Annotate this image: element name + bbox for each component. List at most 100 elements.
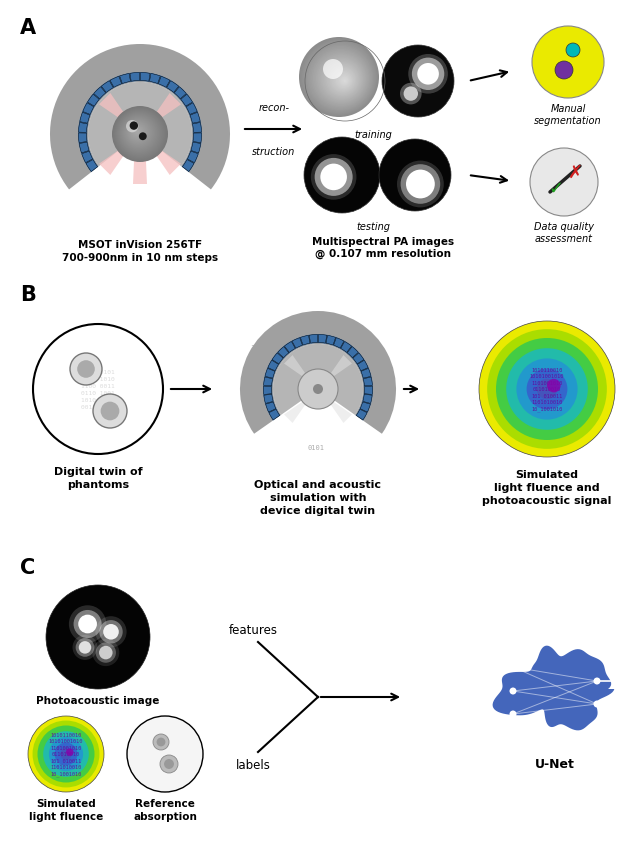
Polygon shape — [320, 392, 352, 424]
Wedge shape — [188, 152, 198, 164]
Circle shape — [99, 620, 123, 644]
Circle shape — [119, 114, 159, 154]
Circle shape — [397, 161, 444, 208]
Circle shape — [308, 46, 372, 111]
Wedge shape — [340, 342, 351, 353]
Text: Reference
absorption: Reference absorption — [133, 798, 197, 821]
Circle shape — [487, 330, 607, 449]
Circle shape — [117, 112, 162, 157]
Wedge shape — [272, 354, 283, 365]
Polygon shape — [284, 392, 316, 424]
Wedge shape — [326, 336, 335, 345]
Polygon shape — [133, 140, 147, 185]
Circle shape — [314, 52, 367, 106]
Wedge shape — [353, 354, 364, 365]
Circle shape — [78, 615, 97, 634]
Circle shape — [400, 84, 422, 106]
Circle shape — [79, 641, 92, 654]
Wedge shape — [263, 334, 373, 421]
Text: Optical and acoustic
simulation with
device digital twin: Optical and acoustic simulation with dev… — [255, 479, 381, 516]
Circle shape — [382, 46, 454, 118]
Circle shape — [139, 133, 147, 141]
Circle shape — [322, 60, 362, 100]
Wedge shape — [264, 387, 272, 395]
Circle shape — [307, 46, 373, 112]
Wedge shape — [186, 104, 197, 116]
Wedge shape — [101, 82, 113, 94]
Wedge shape — [182, 160, 194, 172]
Circle shape — [324, 62, 361, 99]
Text: 1010 0101
0101 1010
1100 0011
0110 1001
1010 0101
0011 1010: 1010 0101 0101 1010 1100 0011 0110 1001 … — [81, 370, 115, 409]
Text: Data quality
assessment: Data quality assessment — [534, 222, 594, 243]
Circle shape — [49, 737, 83, 771]
Circle shape — [321, 58, 363, 101]
Circle shape — [115, 110, 164, 160]
Circle shape — [123, 118, 154, 149]
Circle shape — [95, 616, 127, 647]
Wedge shape — [150, 74, 160, 84]
Wedge shape — [300, 336, 310, 345]
Circle shape — [72, 636, 97, 660]
Text: C: C — [20, 557, 35, 577]
Circle shape — [77, 360, 95, 378]
Wedge shape — [264, 377, 273, 387]
Circle shape — [44, 732, 89, 776]
Circle shape — [313, 51, 369, 107]
Circle shape — [60, 749, 72, 760]
Circle shape — [127, 717, 203, 792]
Circle shape — [304, 138, 380, 214]
Circle shape — [153, 734, 169, 750]
Circle shape — [120, 115, 158, 153]
Circle shape — [121, 116, 157, 152]
Wedge shape — [264, 395, 273, 404]
Circle shape — [506, 349, 588, 430]
Text: 1010110010
10101001010
1101001010
011010010
101_010011
1101010010
10_1001010: 1010110010 10101001010 1101001010 011010… — [530, 367, 564, 412]
Circle shape — [313, 385, 323, 394]
Wedge shape — [193, 134, 202, 143]
Wedge shape — [240, 311, 396, 434]
Text: Manual
segmentation: Manual segmentation — [534, 104, 602, 126]
Wedge shape — [363, 395, 372, 404]
Circle shape — [132, 128, 141, 137]
Wedge shape — [265, 369, 275, 379]
Text: Simulated
light fluence: Simulated light fluence — [29, 798, 103, 821]
Wedge shape — [333, 338, 344, 349]
Circle shape — [342, 79, 348, 84]
Wedge shape — [50, 45, 230, 190]
Polygon shape — [141, 94, 181, 133]
Circle shape — [130, 122, 138, 131]
Wedge shape — [360, 403, 371, 413]
Circle shape — [537, 379, 557, 400]
Wedge shape — [110, 77, 122, 88]
Wedge shape — [364, 387, 372, 395]
Circle shape — [70, 354, 102, 386]
Text: Simulated
light fluence and
photoacoustic signal: Simulated light fluence and photoacousti… — [483, 469, 612, 506]
Text: MSOT inVision 256TF
700-900nm in 10 nm steps: MSOT inVision 256TF 700-900nm in 10 nm s… — [62, 240, 218, 262]
Circle shape — [412, 58, 444, 91]
Text: training: training — [354, 130, 392, 140]
Circle shape — [479, 322, 615, 457]
Text: ✗: ✗ — [568, 164, 583, 181]
Circle shape — [532, 27, 604, 99]
Circle shape — [129, 124, 147, 142]
Wedge shape — [191, 143, 201, 154]
Wedge shape — [88, 83, 192, 167]
Circle shape — [132, 127, 143, 138]
Circle shape — [95, 642, 116, 663]
Circle shape — [157, 738, 165, 746]
Circle shape — [325, 62, 360, 98]
Circle shape — [136, 131, 138, 133]
Wedge shape — [347, 347, 358, 358]
Circle shape — [408, 55, 448, 95]
Wedge shape — [364, 377, 372, 387]
Wedge shape — [79, 134, 87, 143]
Circle shape — [124, 119, 153, 148]
Circle shape — [38, 726, 95, 782]
Wedge shape — [140, 73, 150, 82]
Text: 0101: 0101 — [308, 445, 325, 451]
Polygon shape — [284, 355, 316, 387]
Wedge shape — [284, 342, 295, 353]
Text: 101: 101 — [250, 344, 263, 350]
Wedge shape — [318, 335, 327, 344]
Circle shape — [516, 359, 577, 420]
